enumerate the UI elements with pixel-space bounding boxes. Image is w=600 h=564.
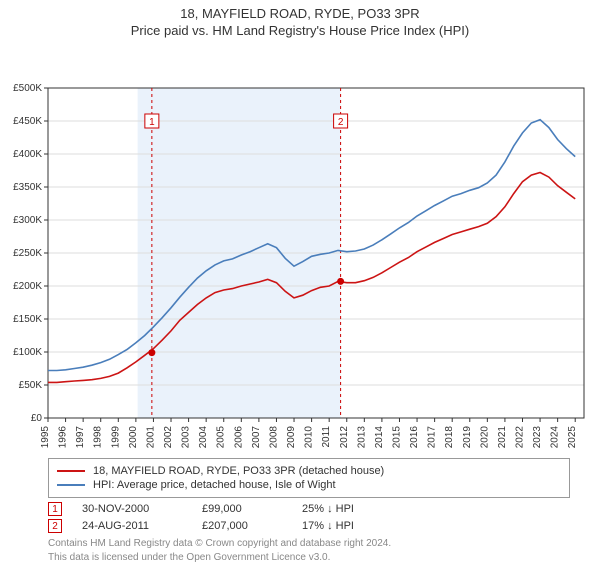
- svg-text:£100K: £100K: [13, 347, 42, 358]
- svg-text:£350K: £350K: [13, 182, 42, 193]
- chart-container: £0 £50K £100K £150K £200K £250K £300K £350K £400…: [0, 40, 600, 454]
- transaction-marker: 2: [48, 519, 62, 533]
- svg-text:2013: 2013: [356, 426, 367, 449]
- svg-text:2009: 2009: [286, 426, 297, 449]
- svg-text:2025: 2025: [567, 426, 578, 449]
- svg-text:£450K: £450K: [13, 116, 42, 127]
- svg-text:2006: 2006: [233, 426, 244, 449]
- svg-text:2004: 2004: [198, 426, 209, 449]
- svg-text:2003: 2003: [181, 426, 192, 449]
- legend-label: HPI: Average price, detached house, Isle…: [93, 479, 336, 491]
- svg-text:2007: 2007: [251, 426, 262, 449]
- legend-label: 18, MAYFIELD ROAD, RYDE, PO33 3PR (detac…: [93, 465, 384, 477]
- svg-text:2010: 2010: [304, 426, 315, 449]
- legend-item: 18, MAYFIELD ROAD, RYDE, PO33 3PR (detac…: [57, 465, 561, 477]
- svg-text:2021: 2021: [497, 426, 508, 449]
- svg-text:2011: 2011: [321, 426, 332, 448]
- svg-text:£200K: £200K: [13, 281, 42, 292]
- svg-text:2001: 2001: [145, 426, 156, 449]
- svg-text:£400K: £400K: [13, 149, 42, 160]
- svg-text:2019: 2019: [462, 426, 473, 449]
- transaction-price: £207,000: [202, 520, 282, 532]
- svg-text:£50K: £50K: [19, 380, 43, 391]
- svg-text:2012: 2012: [339, 426, 350, 449]
- transaction-table: 1 30-NOV-2000 £99,000 25% ↓ HPI 2 24-AUG…: [48, 502, 570, 533]
- svg-text:2014: 2014: [374, 426, 385, 449]
- chart-title-main: 18, MAYFIELD ROAD, RYDE, PO33 3PR: [0, 6, 600, 21]
- svg-text:1998: 1998: [93, 426, 104, 449]
- transaction-row: 1 30-NOV-2000 £99,000 25% ↓ HPI: [48, 502, 570, 516]
- svg-text:2022: 2022: [514, 426, 525, 449]
- transaction-pct: 17% ↓ HPI: [302, 520, 392, 532]
- svg-text:2002: 2002: [163, 426, 174, 449]
- svg-text:2: 2: [338, 117, 344, 128]
- svg-text:1997: 1997: [75, 426, 86, 449]
- transaction-price: £99,000: [202, 503, 282, 515]
- attribution-line: This data is licensed under the Open Gov…: [48, 551, 570, 564]
- transaction-date: 30-NOV-2000: [82, 503, 182, 515]
- svg-text:£500K: £500K: [13, 83, 42, 94]
- legend: 18, MAYFIELD ROAD, RYDE, PO33 3PR (detac…: [48, 458, 570, 498]
- svg-text:1: 1: [149, 117, 155, 128]
- chart-title-sub: Price paid vs. HM Land Registry's House …: [0, 23, 600, 38]
- svg-text:£150K: £150K: [13, 314, 42, 325]
- svg-text:£300K: £300K: [13, 215, 42, 226]
- svg-text:1995: 1995: [40, 426, 51, 449]
- attribution-line: Contains HM Land Registry data © Crown c…: [48, 537, 570, 551]
- svg-text:2008: 2008: [268, 426, 279, 449]
- chart-title-block: 18, MAYFIELD ROAD, RYDE, PO33 3PR Price …: [0, 0, 600, 40]
- svg-text:2000: 2000: [128, 426, 139, 449]
- transaction-pct: 25% ↓ HPI: [302, 503, 392, 515]
- svg-text:2016: 2016: [409, 426, 420, 449]
- price-chart: £0 £50K £100K £150K £200K £250K £300K £350K £400…: [0, 40, 600, 454]
- svg-text:1999: 1999: [110, 426, 121, 449]
- svg-text:£250K: £250K: [13, 248, 42, 259]
- legend-swatch: [57, 484, 85, 486]
- svg-text:2024: 2024: [550, 426, 561, 449]
- legend-swatch: [57, 470, 85, 472]
- svg-text:2023: 2023: [532, 426, 543, 449]
- svg-text:2015: 2015: [391, 426, 402, 449]
- svg-text:2005: 2005: [216, 426, 227, 449]
- svg-text:2018: 2018: [444, 426, 455, 449]
- svg-text:2020: 2020: [479, 426, 490, 449]
- transaction-marker: 1: [48, 502, 62, 516]
- transaction-row: 2 24-AUG-2011 £207,000 17% ↓ HPI: [48, 519, 570, 533]
- svg-text:1996: 1996: [58, 426, 69, 449]
- svg-text:2017: 2017: [427, 426, 438, 449]
- transaction-date: 24-AUG-2011: [82, 520, 182, 532]
- svg-text:£0: £0: [31, 413, 43, 424]
- legend-item: HPI: Average price, detached house, Isle…: [57, 479, 561, 491]
